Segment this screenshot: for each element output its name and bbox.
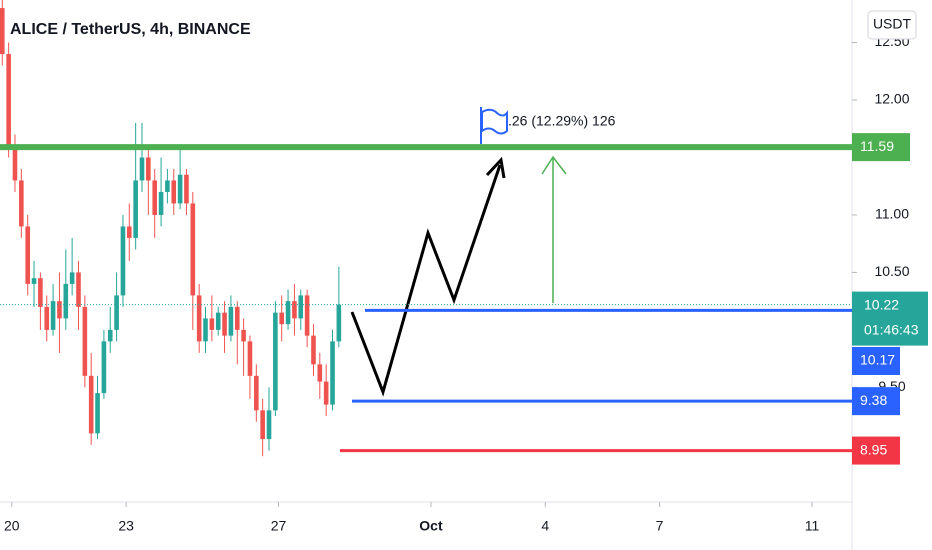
candle-body [292, 301, 297, 319]
level-tag [852, 436, 900, 465]
candle-body [279, 312, 285, 325]
candle-body [203, 318, 208, 342]
x-tick-label: 7 [656, 518, 664, 534]
candle-body [133, 180, 138, 238]
y-tick-label: 11.00 [875, 206, 909, 222]
level-label: 10.17 [860, 352, 895, 368]
candle-body [228, 306, 234, 336]
level-label: 8.95 [860, 441, 887, 457]
candle-body [285, 301, 291, 325]
candle-body [304, 295, 310, 336]
candle-body [317, 364, 323, 382]
chart-title: ALICE / TetherUS, 4h, BINANCE [10, 21, 251, 38]
candle-body [95, 393, 100, 434]
candle-body [336, 304, 342, 342]
x-tick-label: 20 [4, 518, 20, 534]
candle-body [311, 335, 316, 365]
candle-body [139, 157, 145, 181]
candle-body [44, 306, 50, 330]
candle-body [209, 318, 215, 330]
candle-body [215, 312, 221, 330]
candle-body [120, 226, 126, 296]
candle-body [63, 283, 69, 319]
candle-body [0, 8, 5, 55]
level-tag [852, 387, 900, 416]
currency-label[interactable]: USDT [873, 16, 912, 32]
candle-body [57, 301, 62, 319]
x-tick-label: 4 [541, 518, 549, 534]
candle-body [82, 306, 88, 376]
y-tick-label: 12.00 [874, 91, 909, 107]
candle-body [190, 203, 196, 296]
candle-body [107, 329, 113, 342]
candle-body [330, 341, 335, 405]
x-tick-label: 23 [118, 518, 134, 534]
candle-body [273, 312, 278, 411]
candle-body [152, 180, 158, 215]
candle-body [38, 278, 43, 307]
currency-button[interactable] [867, 10, 917, 40]
candle-body [222, 312, 227, 336]
candle-body [126, 226, 132, 238]
candle-body [196, 295, 202, 342]
candle-body [177, 174, 183, 204]
candle-body [171, 180, 177, 204]
candle-body [234, 306, 240, 330]
candle-body [247, 341, 253, 376]
target-arrowhead [541, 155, 567, 175]
candle-body [184, 174, 189, 204]
candle-body [146, 157, 151, 181]
candle-body [323, 381, 329, 405]
last-price-tag [852, 291, 928, 346]
candle-body [69, 272, 75, 284]
drawings: .26 (12.29%) 126 [350, 107, 616, 397]
level-label: 9.38 [860, 392, 887, 408]
projection-arrowhead [485, 156, 506, 179]
candle-body [241, 329, 246, 342]
x-tick-label: 27 [271, 518, 287, 534]
x-tick-label: 11 [805, 518, 820, 534]
candle-body [76, 272, 81, 307]
countdown-label: 01:46:43 [864, 321, 919, 337]
candle-body [50, 301, 56, 330]
flag [481, 108, 508, 135]
candle-body [25, 226, 31, 284]
candle-body [165, 180, 170, 192]
flag-annotation: .26 (12.29%) 126 [508, 113, 616, 129]
y-tick-label: 10.50 [874, 263, 909, 279]
candle-body [254, 375, 259, 411]
projection-path [350, 164, 502, 397]
candle-body [260, 410, 265, 440]
candle-body [88, 375, 94, 434]
candle-body [19, 180, 24, 227]
x-tick-label: Oct [419, 518, 443, 534]
candle-body [298, 295, 304, 319]
candle-body [31, 278, 37, 284]
candle-body [114, 295, 119, 330]
level-tag [852, 347, 900, 375]
level-tag [852, 133, 910, 162]
candle-body [158, 191, 164, 215]
last-price-label: 10.22 [864, 296, 899, 312]
candle-body [6, 54, 11, 146]
candle-body [12, 145, 18, 181]
level-label: 11.59 [860, 138, 894, 154]
candle-body [266, 410, 272, 440]
candle-body [101, 341, 107, 394]
